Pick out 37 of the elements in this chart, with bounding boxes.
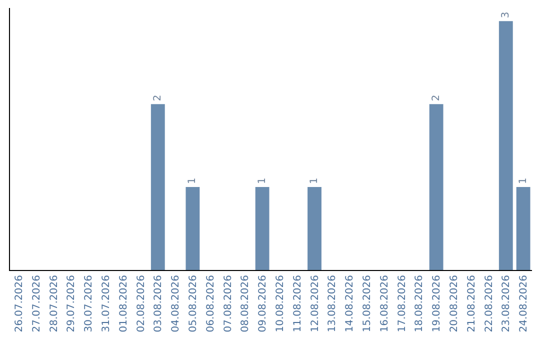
x-tick-label: 20.08.2026 (448, 275, 460, 332)
data-label: 2 (430, 94, 442, 102)
x-tick-label: 15.08.2026 (362, 275, 373, 332)
x-tick-label: 13.08.2026 (327, 275, 338, 332)
x-tick-label: 30.07.2026 (84, 275, 95, 332)
data-label: 1 (518, 178, 529, 184)
x-tick-label: 21.08.2026 (466, 275, 478, 332)
x-tick-label: 24.08.2026 (518, 275, 530, 332)
data-label: 1 (309, 178, 320, 184)
x-tick-label: 10.08.2026 (274, 275, 286, 332)
x-tick-label: 03.08.2026 (153, 275, 164, 332)
x-tick-label: 04.08.2026 (170, 275, 182, 332)
x-tick-label: 05.08.2026 (188, 275, 199, 332)
x-tick-label: 09.08.2026 (258, 275, 269, 332)
x-tick-label: 14.08.2026 (344, 275, 356, 332)
data-label: 3 (500, 12, 512, 18)
x-tick-label: 02.08.2026 (136, 275, 147, 332)
data-label: 1 (256, 178, 268, 184)
x-tick-label: 27.07.2026 (31, 275, 42, 332)
x-tick-label: 26.07.2026 (14, 275, 25, 332)
x-tick-label: 28.07.2026 (48, 275, 60, 332)
x-tick-label: 19.08.2026 (432, 275, 443, 332)
x-tick-label: 23.08.2026 (501, 275, 512, 332)
x-tick-label: 16.08.2026 (379, 275, 390, 332)
x-tick-label: 31.07.2026 (100, 275, 112, 332)
x-tick-label: 17.08.2026 (396, 275, 408, 332)
x-tick-label: 22.08.2026 (484, 275, 495, 332)
x-tick-label: 07.08.2026 (222, 275, 234, 332)
x-tick-label: 11.08.2026 (292, 275, 304, 332)
x-tick-label: 18.08.2026 (414, 275, 426, 332)
x-tick-label: 29.07.2026 (66, 275, 78, 332)
x-tick-label: 01.08.2026 (118, 275, 130, 332)
data-label: 2 (152, 94, 164, 102)
x-tick-label: 08.08.2026 (240, 275, 252, 332)
x-tick-label: 12.08.2026 (310, 275, 321, 332)
data-label: 1 (187, 178, 198, 184)
x-tick-label: 06.08.2026 (205, 275, 216, 332)
